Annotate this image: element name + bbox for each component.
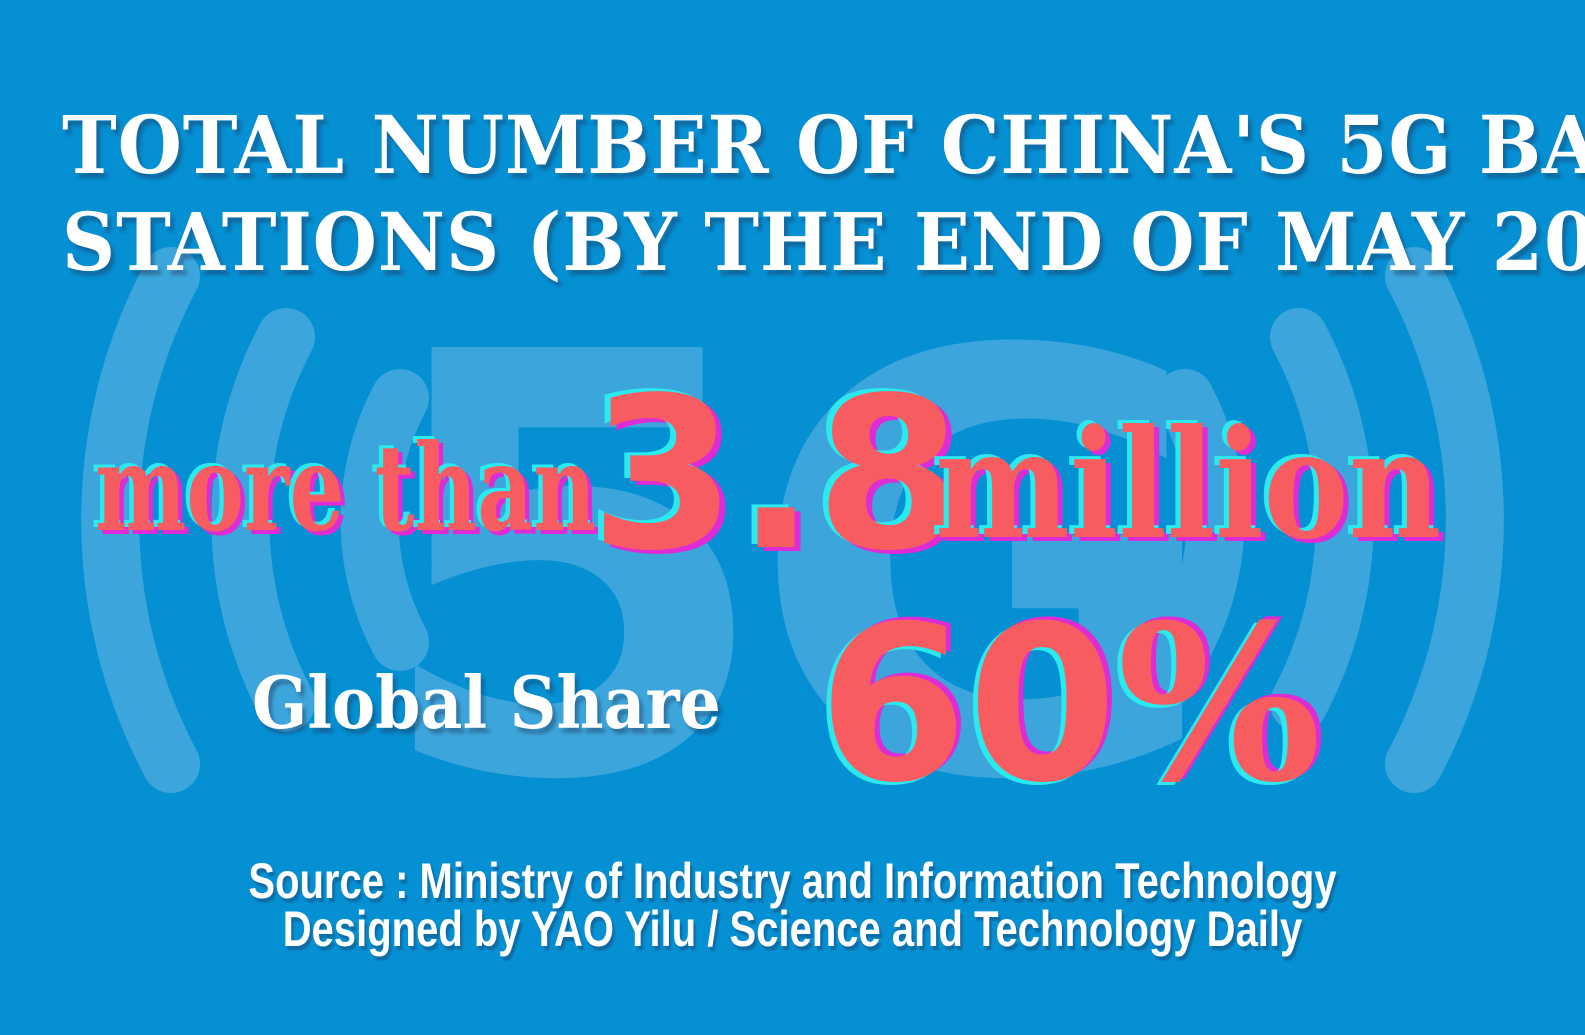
watermark-5g-text: 5G — [370, 232, 1200, 907]
global-share-number: 60 — [818, 579, 1118, 830]
stat-prefix-more-than: more than — [95, 418, 597, 559]
title-line-2: STATIONS (BY THE END OF MAY 2024) — [62, 194, 1585, 289]
percent-sign: % — [1117, 577, 1322, 830]
signal-arc-left-outer — [81, 247, 200, 793]
designer-line: Designed by YAO Yilu / Science and Techn… — [282, 901, 1303, 957]
title-line-1: TOTAL NUMBER OF CHINA'S 5G BASE — [62, 98, 1585, 192]
signal-arc-left-mid — [211, 308, 315, 732]
source-line: Source : Ministry of Industry and Inform… — [248, 853, 1337, 909]
signal-arc-left-inner — [340, 369, 429, 671]
stat-value-3-8: 3.8 — [590, 352, 963, 597]
page-title: TOTAL NUMBER OF CHINA'S 5G BASE STATIONS… — [62, 97, 1585, 291]
signal-arc-right-mid — [1270, 308, 1374, 732]
stat-unit-million: million — [935, 397, 1442, 573]
global-share-value: 60% — [818, 596, 1322, 812]
signal-arc-right-inner — [1156, 369, 1245, 671]
global-share-label: Global Share — [252, 660, 721, 745]
source-credit: Source : Ministry of Industry and Inform… — [159, 853, 1427, 957]
signal-arc-right-outer — [1385, 247, 1504, 793]
